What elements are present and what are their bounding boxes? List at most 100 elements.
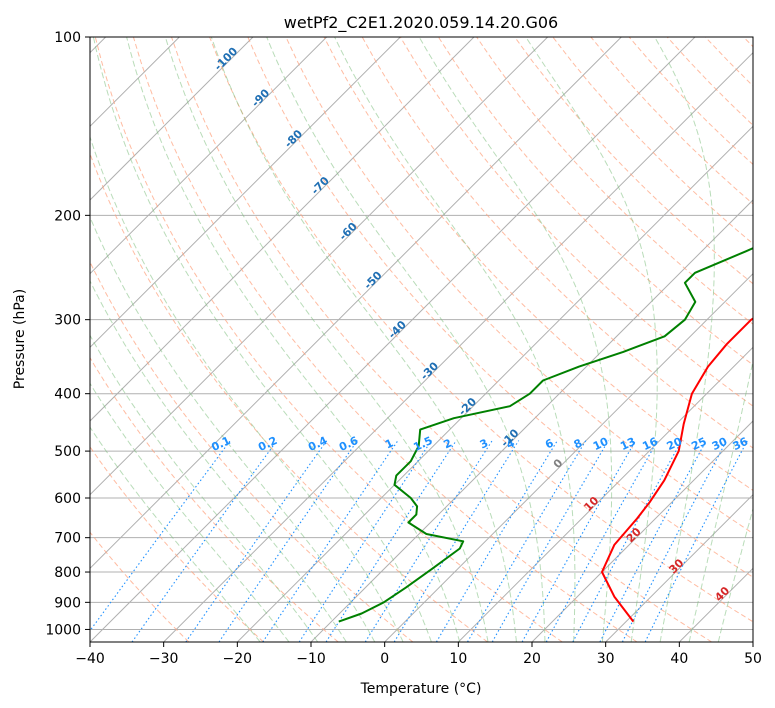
isotherm-line bbox=[605, 493, 753, 642]
y-tick-label: 500 bbox=[54, 444, 81, 460]
moist-adiabat-line bbox=[90, 426, 261, 642]
moist-adiabat-line bbox=[126, 37, 461, 642]
mixing-ratio-line bbox=[185, 440, 328, 642]
mixing-ratio-label: 10 bbox=[591, 435, 611, 453]
x-tick-label: −10 bbox=[296, 651, 326, 667]
isotherm-line bbox=[90, 37, 549, 496]
dry-adiabats bbox=[90, 37, 753, 642]
x-tick-label: −40 bbox=[75, 651, 105, 667]
mixing-ratio-line bbox=[467, 440, 587, 642]
moist-adiabat-line bbox=[92, 37, 432, 642]
y-tick-label: 300 bbox=[54, 313, 81, 329]
x-tick-label: 20 bbox=[523, 651, 541, 667]
mixing-ratio-line bbox=[644, 440, 748, 642]
mixing-ratio-label: 25 bbox=[689, 435, 708, 453]
moist-adiabat-line bbox=[654, 37, 715, 642]
moist-adiabats bbox=[90, 37, 753, 642]
dry-adiabat-line bbox=[285, 37, 753, 535]
mixing-ratio-line bbox=[521, 440, 637, 642]
dry-adiabat-line bbox=[90, 260, 414, 642]
y-tick-label: 600 bbox=[54, 491, 81, 507]
moist-adiabat-line bbox=[164, 37, 489, 642]
y-tick-label: 200 bbox=[54, 208, 81, 224]
moist-adiabat-line bbox=[90, 382, 290, 642]
mixing-ratio-line bbox=[393, 440, 520, 642]
profile-series bbox=[338, 247, 753, 623]
dry-adiabat-line bbox=[247, 37, 753, 578]
temperature-profile-line bbox=[601, 317, 753, 623]
dry-adiabat-line bbox=[514, 37, 753, 285]
isotherm-line bbox=[163, 51, 753, 642]
dry-adiabat-line bbox=[361, 37, 753, 449]
mixing-ratio-line bbox=[491, 440, 609, 642]
grid-layer bbox=[90, 37, 753, 642]
isotherm-line bbox=[90, 37, 696, 642]
x-tick-label: −30 bbox=[149, 651, 179, 667]
x-tick-label: 30 bbox=[597, 651, 615, 667]
mixing-ratio-line bbox=[545, 440, 659, 642]
dry-adiabat-line bbox=[94, 37, 563, 642]
x-tick-label: 10 bbox=[449, 651, 467, 667]
y-tick-label: 100 bbox=[54, 30, 81, 46]
dry-adiabat-line bbox=[171, 37, 712, 642]
isotherm-line bbox=[90, 37, 254, 201]
y-tick-label: 800 bbox=[54, 565, 81, 581]
mixing-ratio-line bbox=[435, 440, 558, 642]
isotherm-line bbox=[384, 272, 753, 642]
isotherm-line bbox=[236, 125, 753, 642]
x-tick-label: −20 bbox=[223, 651, 253, 667]
y-tick-label: 700 bbox=[54, 531, 81, 547]
mixing-ratio-line bbox=[131, 440, 278, 642]
axes-layer: −40 −30 −20 −10 0 10 20 30 40 50 100 200 300 400 500 60… bbox=[45, 30, 762, 667]
moist-adiabat-line bbox=[266, 37, 546, 642]
dewpoint-profile-line bbox=[338, 247, 753, 623]
mixing-ratio-line bbox=[572, 440, 683, 642]
dry-adiabat-line bbox=[90, 152, 488, 642]
plot-frame bbox=[89, 36, 754, 643]
mixing-ratio-label: 36 bbox=[731, 435, 751, 453]
moist-adiabat-line bbox=[90, 215, 376, 642]
dry-adiabat-line bbox=[132, 37, 638, 642]
chart-title: wetPf2_C2E1.2020.059.14.20.G06 bbox=[284, 13, 558, 33]
y-tick-label: 1000 bbox=[45, 622, 81, 638]
dry-adiabat-line bbox=[90, 356, 339, 642]
mixing-ratio-line bbox=[325, 440, 457, 642]
x-axis-title: Temperature (°C) bbox=[360, 681, 482, 697]
dry-adiabat-line bbox=[209, 37, 753, 623]
isotherm-line bbox=[457, 346, 753, 642]
isotherm-line bbox=[90, 37, 401, 349]
dry-adiabat-line bbox=[90, 446, 264, 642]
moist-adiabat-line bbox=[525, 37, 658, 642]
moist-adiabat-line bbox=[418, 37, 613, 642]
isotherm-line bbox=[90, 37, 622, 570]
isotherm-line bbox=[90, 37, 328, 275]
mixing-ratio-label: 16 bbox=[640, 435, 660, 453]
mixing-ratio-label: 13 bbox=[618, 435, 637, 453]
mixing-ratio-line bbox=[90, 440, 231, 632]
dry-adiabat-line bbox=[399, 37, 753, 407]
mixing-ratio-label: 20 bbox=[665, 435, 685, 453]
dry-adiabat-line bbox=[437, 37, 753, 366]
moist-adiabat-line bbox=[90, 135, 404, 642]
isotherm-line bbox=[90, 37, 475, 422]
moist-adiabat-line bbox=[210, 37, 517, 642]
x-tick-label: 40 bbox=[670, 651, 688, 667]
y-axis-title: Pressure (hPa) bbox=[12, 289, 28, 389]
x-tick-label: 0 bbox=[380, 651, 389, 667]
mixing-ratio-lines bbox=[90, 440, 748, 642]
mixing-ratio-line bbox=[262, 440, 399, 642]
y-tick-label: 400 bbox=[54, 387, 81, 403]
dry-adiabat-line bbox=[323, 37, 753, 491]
isotherm-line bbox=[531, 420, 753, 642]
mixing-ratio-line bbox=[298, 440, 432, 642]
x-tick-label: 50 bbox=[744, 651, 762, 667]
mixing-ratio-label: 30 bbox=[710, 435, 730, 453]
moist-adiabat-line bbox=[688, 358, 753, 642]
moist-adiabat-line bbox=[334, 37, 576, 642]
moist-adiabat-line bbox=[90, 334, 319, 642]
mixing-ratio-line bbox=[364, 440, 493, 642]
dry-adiabat-line bbox=[90, 531, 190, 642]
y-tick-label: 900 bbox=[54, 595, 81, 611]
